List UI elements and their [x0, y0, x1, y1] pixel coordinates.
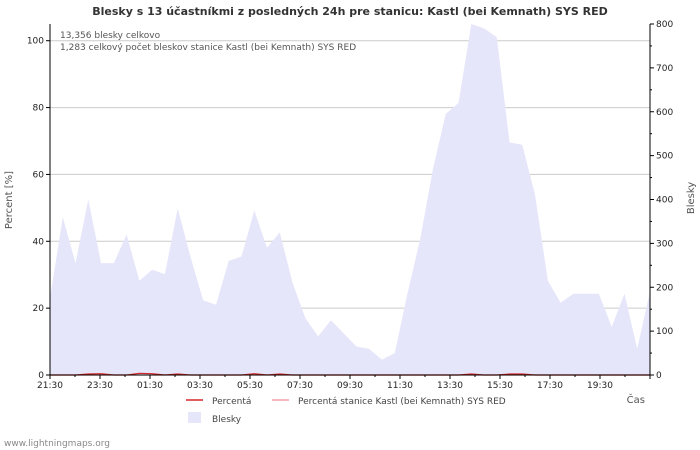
left-tick-label: 20: [33, 304, 45, 314]
annotation-total: 13,356 blesky celkovo: [60, 31, 161, 41]
area-layer: [50, 24, 650, 375]
x-tick-label: 11:30: [387, 381, 413, 391]
right-tick-label: 600: [656, 108, 673, 118]
x-tick-label: 15:30: [487, 381, 513, 391]
blesky-area: [50, 24, 650, 375]
legend-label-blesky: Blesky: [212, 415, 242, 425]
y-axis-label-left: Percent [%]: [4, 171, 15, 229]
x-tick-label: 01:30: [137, 381, 163, 391]
right-tick-label: 400: [656, 196, 673, 206]
right-tick-label: 0: [656, 371, 662, 381]
right-tick-label: 200: [656, 283, 673, 293]
x-tick-label: 05:30: [237, 381, 263, 391]
left-tick-label: 100: [27, 37, 44, 47]
x-axis-label: Čas: [627, 393, 645, 406]
legend: Percentá Percentá stanice Kastl (bei Kemn…: [186, 397, 506, 425]
right-tick-label: 700: [656, 64, 673, 74]
left-tick-label: 60: [33, 170, 45, 180]
legend-label-percent: Percentá: [212, 397, 251, 407]
x-tick-label: 19:30: [587, 381, 613, 391]
right-tick-label: 100: [656, 327, 673, 337]
chart-title: Blesky s 13 účastníkmi z posledných 24h …: [92, 5, 608, 18]
footer-credit: www.lightningmaps.org: [4, 439, 110, 449]
x-tick-label: 21:30: [37, 381, 63, 391]
left-tick-label: 0: [38, 371, 44, 381]
right-tick-label: 300: [656, 239, 673, 249]
x-tick-label: 13:30: [437, 381, 463, 391]
y-axis-label-right: Blesky: [686, 182, 697, 214]
x-tick-label: 09:30: [337, 381, 363, 391]
right-y-ticks: 0 100 200 300 400 500 600 700 800: [650, 20, 673, 381]
legend-swatch-blesky: [188, 412, 201, 423]
x-tick-label: 03:30: [187, 381, 213, 391]
left-tick-label: 80: [33, 104, 45, 114]
annotation-station: 1,283 celkový počet bleskov stanice Kast…: [60, 42, 356, 53]
legend-label-station: Percentá stanice Kastl (bei Kemnath) SYS…: [298, 397, 506, 407]
x-tick-label: 07:30: [287, 381, 313, 391]
right-tick-label: 500: [656, 152, 673, 162]
left-y-ticks: 0 20 40 60 80 100: [27, 37, 50, 381]
right-tick-label: 800: [656, 20, 673, 30]
left-tick-label: 40: [33, 237, 45, 247]
x-tick-label: 17:30: [537, 381, 563, 391]
x-tick-label: 23:30: [87, 381, 113, 391]
x-ticks: 21:30 23:30 01:30 03:30 05:30 07:30 09:30 11:30…: [37, 375, 651, 391]
